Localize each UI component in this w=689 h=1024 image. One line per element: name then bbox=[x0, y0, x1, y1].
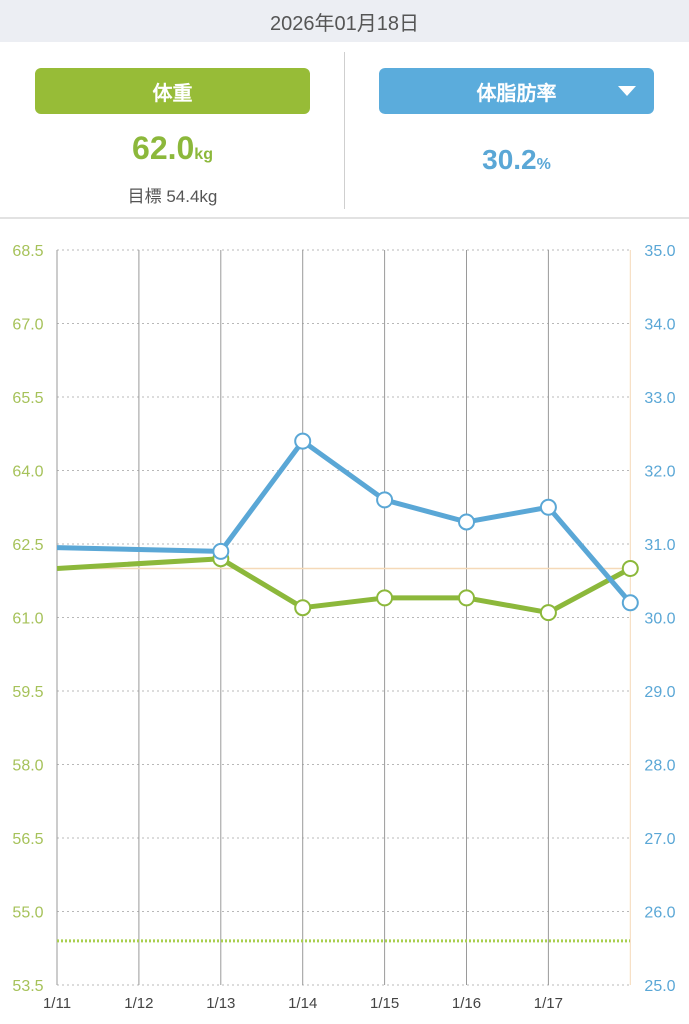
weight-number: 62.0 bbox=[132, 130, 195, 166]
weight-unit: kg bbox=[194, 146, 213, 163]
right-axis-tick: 32.0 bbox=[644, 464, 675, 481]
x-axis-tick: 1/14 bbox=[288, 995, 317, 1012]
summary-panels: 体重 62.0kg 目標 54.4kg 体脂肪率 30.2% bbox=[0, 42, 689, 219]
body-fat-point bbox=[294, 432, 312, 450]
right-axis-tick: 25.0 bbox=[644, 978, 675, 995]
x-axis-tick: 1/13 bbox=[206, 995, 235, 1012]
right-axis-tick: 27.0 bbox=[644, 831, 675, 848]
left-axis-tick: 67.0 bbox=[12, 317, 43, 334]
left-axis-tick: 64.0 bbox=[12, 464, 43, 481]
body-fat-line bbox=[56, 438, 633, 605]
body-fat-label: 体脂肪率 bbox=[476, 82, 557, 105]
date-label: 2026年01月18日 bbox=[270, 12, 419, 35]
date-header: 2026年01月18日 bbox=[0, 0, 689, 42]
body-fat-point bbox=[621, 594, 639, 612]
weight-line bbox=[56, 556, 632, 616]
body-fat-dropdown[interactable]: 体脂肪率 bbox=[379, 68, 654, 114]
body-fat-point bbox=[376, 491, 394, 509]
body-fat-point bbox=[458, 513, 475, 531]
divider bbox=[344, 52, 345, 209]
right-axis-tick: 26.0 bbox=[644, 905, 675, 922]
weight-label: 体重 bbox=[152, 82, 193, 105]
right-axis-tick: 29.0 bbox=[644, 684, 675, 701]
x-axis-tick: 1/17 bbox=[534, 995, 563, 1012]
weight-point bbox=[376, 589, 394, 607]
weight-point bbox=[294, 599, 312, 617]
chevron-down-icon bbox=[618, 86, 636, 96]
right-axis-tick: 35.0 bbox=[644, 243, 675, 260]
body-fat-number: 30.2 bbox=[482, 144, 537, 175]
left-axis-tick: 59.5 bbox=[12, 684, 43, 701]
left-axis-tick: 62.5 bbox=[12, 537, 43, 554]
left-axis-tick: 55.0 bbox=[12, 905, 43, 922]
body-fat-point bbox=[212, 542, 230, 560]
weight-value: 62.0kg bbox=[35, 130, 310, 167]
weight-button[interactable]: 体重 bbox=[35, 68, 310, 114]
right-axis-tick: 31.0 bbox=[644, 537, 675, 554]
body-fat-point bbox=[539, 498, 557, 516]
x-axis-tick: 1/12 bbox=[124, 995, 153, 1012]
left-axis-tick: 56.5 bbox=[12, 831, 43, 848]
left-axis-tick: 58.0 bbox=[12, 758, 43, 775]
right-axis-tick: 30.0 bbox=[644, 611, 675, 628]
x-axis-tick: 1/11 bbox=[43, 995, 71, 1012]
body-fat-value: 30.2% bbox=[379, 144, 654, 176]
weight-goal: 目標 54.4kg bbox=[127, 187, 218, 206]
x-axis-tick: 1/15 bbox=[370, 995, 399, 1012]
left-axis-tick: 65.5 bbox=[12, 390, 43, 407]
weight-point bbox=[458, 589, 475, 607]
weight-point bbox=[539, 604, 557, 622]
left-axis-tick: 61.0 bbox=[12, 611, 43, 628]
right-axis-tick: 33.0 bbox=[644, 390, 675, 407]
right-axis-tick: 28.0 bbox=[644, 758, 675, 775]
body-fat-unit: % bbox=[536, 156, 551, 173]
x-axis-tick: 1/16 bbox=[452, 995, 481, 1012]
right-axis-tick: 34.0 bbox=[644, 317, 675, 334]
left-axis-tick: 68.5 bbox=[12, 243, 43, 260]
left-axis-tick: 53.5 bbox=[12, 978, 43, 995]
weight-point bbox=[621, 560, 639, 577]
